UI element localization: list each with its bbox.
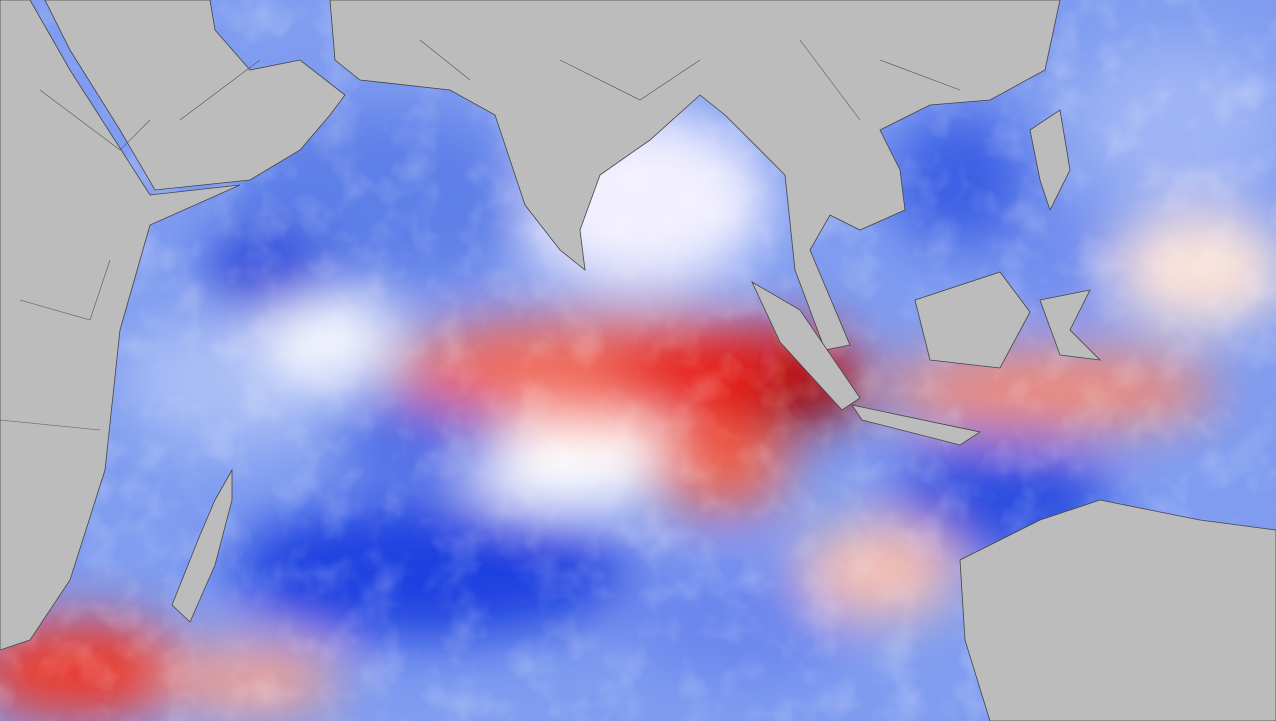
philippines [1029,109,1071,212]
borders [0,39,961,431]
australia [959,499,1276,721]
eurasia [329,0,1061,351]
madagascar [171,468,233,623]
sumatra [751,281,861,411]
country-border [0,39,961,431]
arabia [44,0,346,191]
borneo [914,271,1031,369]
sulawesi [1039,289,1102,361]
africa [0,0,241,651]
java [851,404,982,446]
